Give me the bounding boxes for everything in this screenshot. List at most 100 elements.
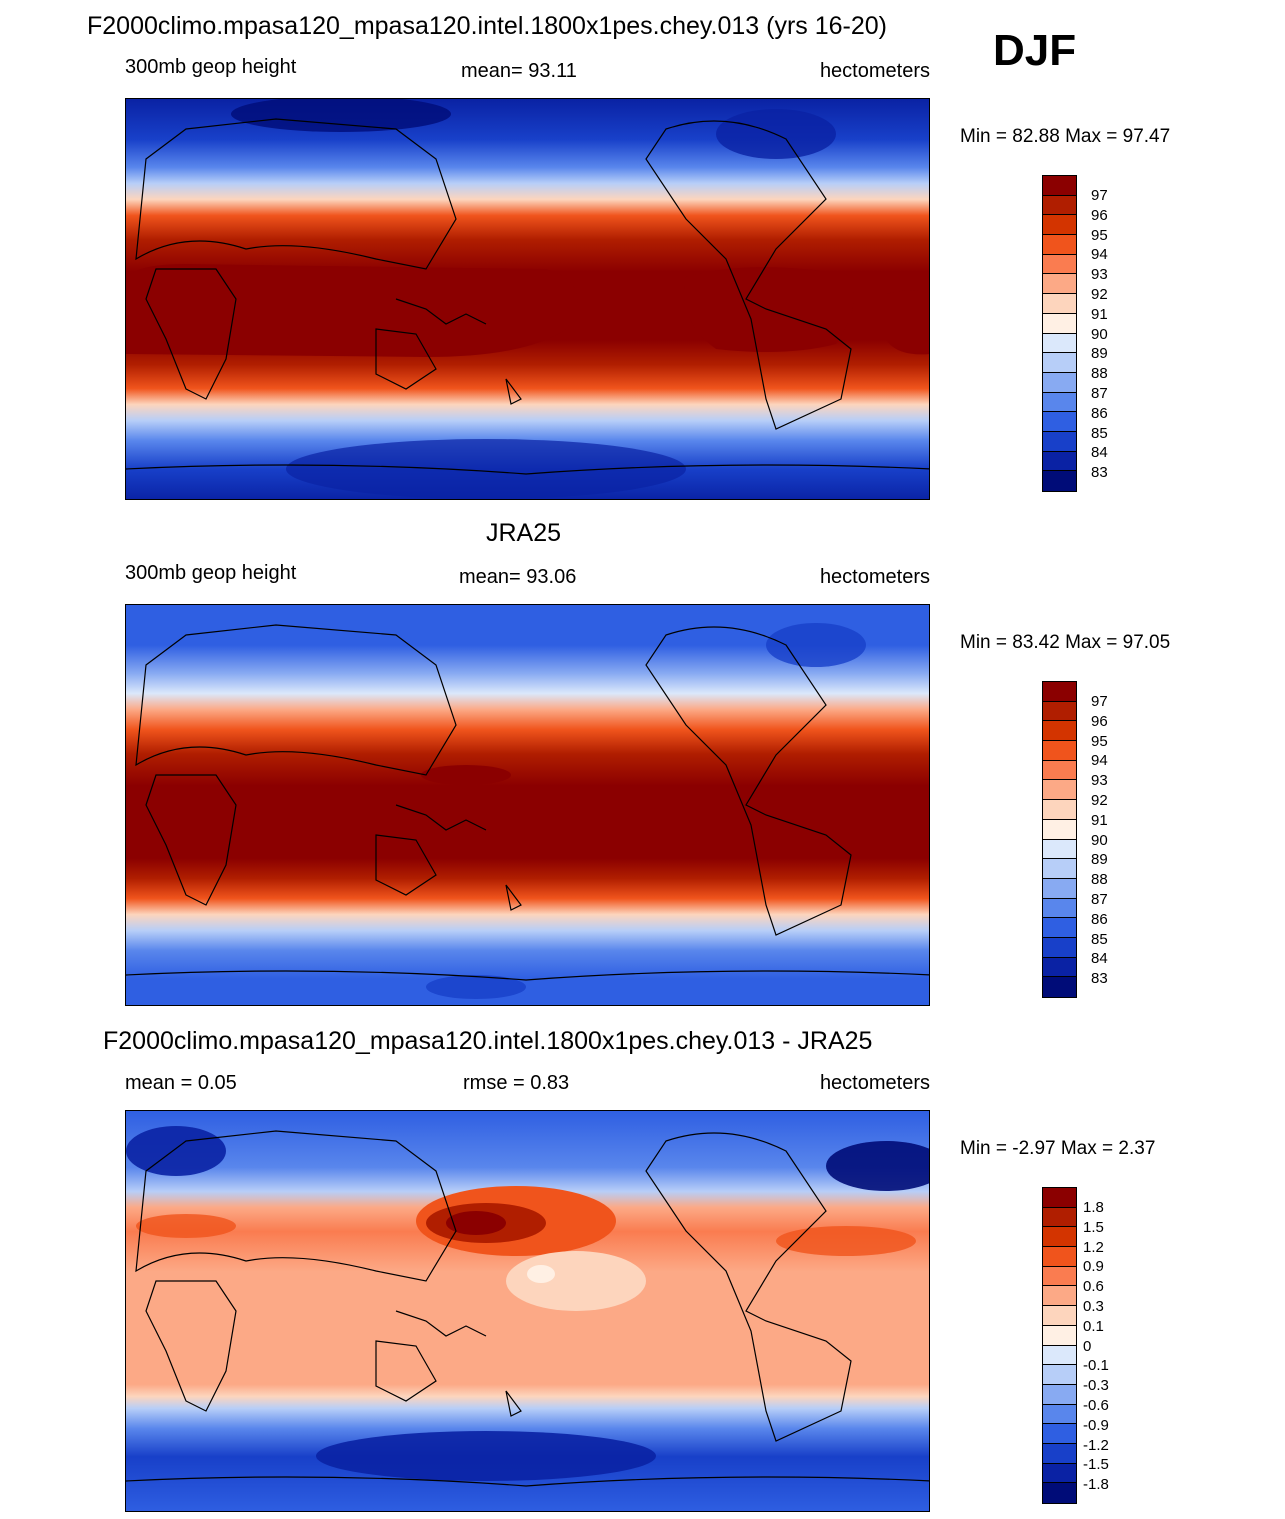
colorbar-label: 93 — [1091, 772, 1108, 789]
colorbar-swatch — [1043, 839, 1076, 860]
colorbar-swatch — [1043, 313, 1076, 334]
colorbar-label: 83 — [1091, 464, 1108, 481]
colorbar-swatch — [1043, 451, 1076, 472]
colorbar-swatch — [1043, 353, 1076, 373]
colorbar-label: 1.8 — [1083, 1199, 1104, 1216]
colorbar-label: -0.9 — [1083, 1417, 1109, 1434]
colorbar-swatch — [1043, 760, 1076, 781]
colorbar-swatch — [1043, 1404, 1076, 1425]
panel-model-minmax: Min = 82.88 Max = 97.47 — [960, 126, 1171, 147]
colorbar-label: 90 — [1091, 326, 1108, 343]
map-obs — [125, 604, 930, 1006]
colorbar-label: 94 — [1091, 752, 1108, 769]
colorbar-swatch — [1043, 195, 1076, 216]
season-label: DJF — [993, 26, 1077, 75]
colorbar-label: 85 — [1091, 425, 1108, 442]
map-obs-field — [126, 605, 929, 1005]
map-model — [125, 98, 930, 500]
panel-diff-units: hectometers — [819, 1072, 930, 1094]
colorbar-swatch — [1043, 176, 1076, 196]
map-diff — [125, 1110, 930, 1512]
colorbar-label: 0.6 — [1083, 1278, 1104, 1295]
colorbar-diff — [1042, 1187, 1077, 1504]
colorbar-swatch — [1043, 215, 1076, 236]
colorbar-label: 90 — [1091, 832, 1108, 849]
colorbar-label: 94 — [1091, 246, 1108, 263]
colorbar-swatch — [1043, 235, 1076, 255]
colorbar-label: 97 — [1091, 187, 1108, 204]
colorbar-swatch — [1043, 1247, 1076, 1267]
panel-model-mean: mean= 93.11 — [461, 60, 577, 82]
colorbar-label: 88 — [1091, 871, 1108, 888]
colorbar-swatch — [1043, 780, 1076, 801]
colorbar-label: 85 — [1091, 931, 1108, 948]
colorbar-label: 84 — [1091, 950, 1108, 967]
colorbar-label: -1.5 — [1083, 1456, 1109, 1473]
colorbar-label: 91 — [1091, 306, 1108, 323]
colorbar-label: 0.1 — [1083, 1318, 1104, 1335]
colorbar-obs — [1042, 681, 1077, 998]
colorbar-swatch — [1043, 1463, 1076, 1484]
colorbar-label: -0.1 — [1083, 1357, 1109, 1374]
colorbar-swatch — [1043, 741, 1076, 761]
colorbar-label: 0.9 — [1083, 1258, 1104, 1275]
panel-obs-heading: JRA25 — [486, 519, 562, 547]
panel-obs-units: hectometers — [819, 566, 930, 588]
colorbar-label: 95 — [1091, 733, 1108, 750]
colorbar-swatch — [1043, 372, 1076, 393]
colorbar-label: 83 — [1091, 970, 1108, 987]
colorbar-label: 0 — [1083, 1338, 1092, 1355]
colorbar-label: 89 — [1091, 851, 1108, 868]
colorbar-swatch — [1043, 471, 1076, 491]
colorbar-label: -0.6 — [1083, 1397, 1109, 1414]
colorbar-label: 91 — [1091, 812, 1108, 829]
colorbar-label: -1.8 — [1083, 1476, 1109, 1493]
colorbar-swatch — [1043, 1325, 1076, 1346]
colorbar-label: 92 — [1091, 792, 1108, 809]
panel-model-left-label: 300mb geop height — [125, 56, 297, 78]
colorbar-swatch — [1043, 1286, 1076, 1307]
colorbar-label: 93 — [1091, 266, 1108, 283]
colorbar-label: 96 — [1091, 713, 1108, 730]
colorbar-swatch — [1043, 898, 1076, 919]
colorbar-swatch — [1043, 294, 1076, 314]
colorbar-swatch — [1043, 1345, 1076, 1366]
colorbar-swatch — [1043, 957, 1076, 978]
colorbar-model — [1042, 175, 1077, 492]
colorbar-swatch — [1043, 274, 1076, 295]
colorbar-swatch — [1043, 1188, 1076, 1208]
panel-diff-rmse: rmse = 0.83 — [463, 1072, 570, 1094]
colorbar-swatch — [1043, 859, 1076, 879]
colorbar-swatch — [1043, 1365, 1076, 1385]
figure-title: F2000climo.mpasa120_mpasa120.intel.1800x… — [87, 12, 888, 40]
colorbar-label: 97 — [1091, 693, 1108, 710]
colorbar-swatch — [1043, 431, 1076, 452]
colorbar-label: 92 — [1091, 286, 1108, 303]
colorbar-swatch — [1043, 800, 1076, 820]
colorbar-swatch — [1043, 977, 1076, 997]
colorbar-swatch — [1043, 1384, 1076, 1405]
colorbar-swatch — [1043, 1443, 1076, 1464]
colorbar-swatch — [1043, 918, 1076, 938]
colorbar-label: 96 — [1091, 207, 1108, 224]
colorbar-label: 87 — [1091, 385, 1108, 402]
colorbar-label: 86 — [1091, 911, 1108, 928]
panel-diff-minmax: Min = -2.97 Max = 2.37 — [960, 1138, 1156, 1159]
colorbar-label: 86 — [1091, 405, 1108, 422]
colorbar-label: 88 — [1091, 365, 1108, 382]
colorbar-label: 1.5 — [1083, 1219, 1104, 1236]
panel-obs-mean: mean= 93.06 — [459, 566, 577, 588]
colorbar-swatch — [1043, 721, 1076, 742]
colorbar-swatch — [1043, 937, 1076, 958]
colorbar-label: 95 — [1091, 227, 1108, 244]
colorbar-label: 84 — [1091, 444, 1108, 461]
colorbar-swatch — [1043, 1227, 1076, 1248]
colorbar-swatch — [1043, 412, 1076, 432]
colorbar-swatch — [1043, 333, 1076, 354]
colorbar-swatch — [1043, 701, 1076, 722]
colorbar-swatch — [1043, 1483, 1076, 1503]
colorbar-swatch — [1043, 819, 1076, 840]
colorbar-label: 0.3 — [1083, 1298, 1104, 1315]
map-diff-field — [126, 1111, 929, 1511]
colorbar-swatch — [1043, 1207, 1076, 1228]
